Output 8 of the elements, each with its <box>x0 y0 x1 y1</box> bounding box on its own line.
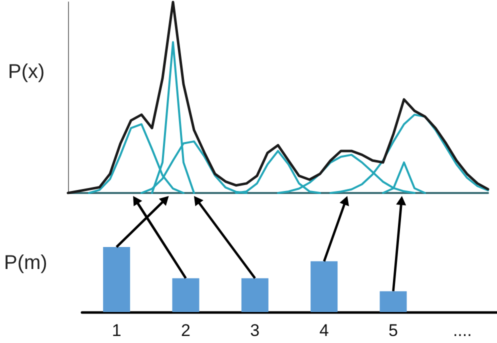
x-tick-label: 3 <box>250 321 260 340</box>
x-tick-label: 5 <box>388 321 398 340</box>
y-axis-title: P(m) <box>4 252 48 274</box>
y-axis-title: P(x) <box>8 61 45 83</box>
x-tick-label: 1 <box>112 321 122 340</box>
x-tick-label: .... <box>452 321 472 340</box>
x-tick-label: 2 <box>181 321 190 340</box>
x-tick-label: 4 <box>319 321 329 340</box>
